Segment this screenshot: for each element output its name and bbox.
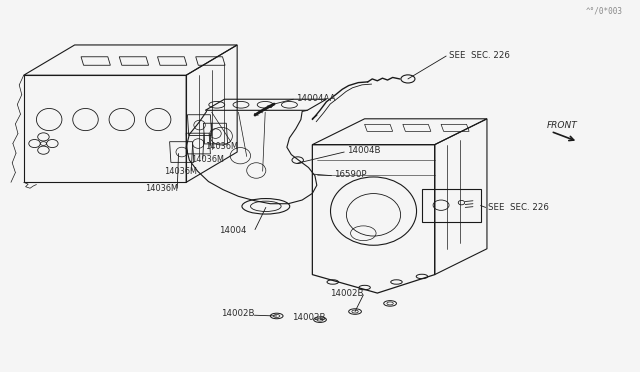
Text: SEE  SEC. 226: SEE SEC. 226 <box>488 203 548 212</box>
Text: 14004AA: 14004AA <box>296 94 335 103</box>
Text: 14004: 14004 <box>220 226 247 235</box>
Text: 16590P: 16590P <box>334 170 367 179</box>
Text: ^°/0*003: ^°/0*003 <box>586 6 623 15</box>
Bar <box>422 189 481 222</box>
Text: SEE  SEC. 226: SEE SEC. 226 <box>449 51 509 60</box>
Text: 14036M: 14036M <box>164 167 197 176</box>
Text: FRONT: FRONT <box>547 121 578 130</box>
Text: 14036M: 14036M <box>205 142 238 151</box>
Text: 14004B: 14004B <box>347 147 380 155</box>
Text: 14036M: 14036M <box>191 155 223 164</box>
Text: 14036M: 14036M <box>145 185 178 193</box>
Text: 14002B: 14002B <box>330 289 364 298</box>
Text: 14002B: 14002B <box>292 312 326 321</box>
Text: 14002B: 14002B <box>221 309 255 318</box>
